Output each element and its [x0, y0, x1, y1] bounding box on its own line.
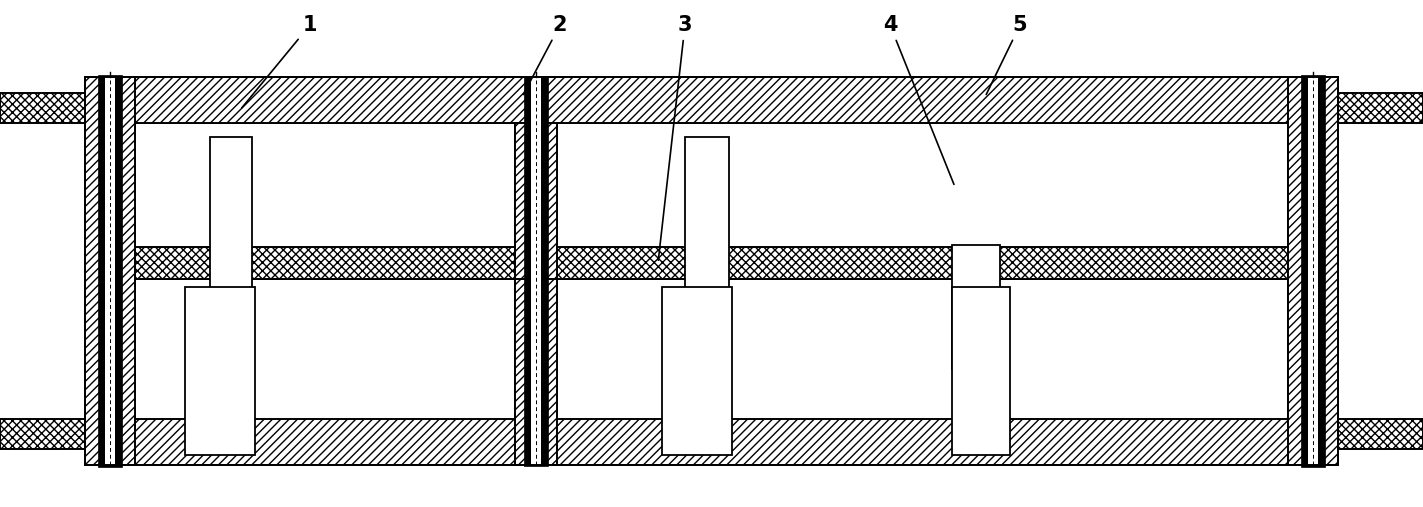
Bar	[98, 75, 122, 467]
Bar	[85, 419, 1338, 465]
Bar	[0, 419, 85, 449]
Bar	[135, 279, 515, 465]
Bar	[85, 77, 1338, 465]
Bar	[1308, 77, 1318, 465]
Bar	[211, 137, 252, 403]
Bar	[556, 279, 1288, 465]
Text: 1: 1	[242, 15, 317, 108]
Bar	[524, 76, 548, 466]
Bar	[1338, 419, 1423, 449]
Bar	[515, 279, 556, 465]
Bar	[1288, 77, 1338, 465]
Bar	[556, 123, 1288, 419]
Bar	[85, 77, 135, 465]
Bar	[952, 287, 1010, 455]
Bar	[1338, 93, 1423, 123]
Text: 4: 4	[882, 15, 953, 185]
Text: 5: 5	[986, 15, 1027, 94]
Bar	[662, 287, 731, 455]
Text: 2: 2	[524, 15, 568, 94]
Text: 3: 3	[659, 15, 692, 260]
Bar	[135, 123, 515, 419]
Bar	[85, 77, 1338, 123]
Bar	[85, 247, 1338, 279]
Bar	[105, 77, 115, 465]
Bar	[952, 245, 1000, 369]
Bar	[531, 77, 541, 465]
Bar	[684, 137, 729, 403]
Bar	[1301, 75, 1325, 467]
Bar	[515, 123, 556, 419]
Bar	[0, 93, 85, 123]
Bar	[185, 287, 255, 455]
